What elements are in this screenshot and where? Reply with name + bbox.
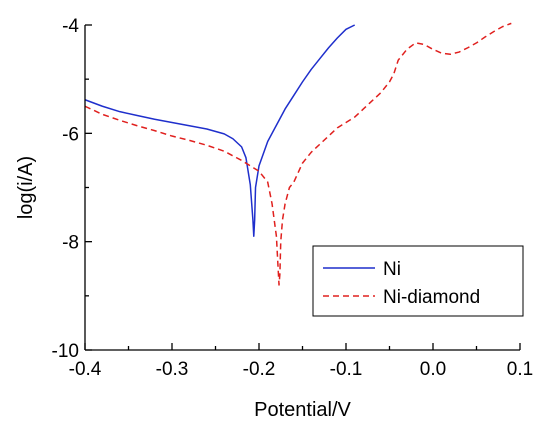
series-line-ni-diamond — [84, 22, 512, 286]
x-tick-label: -0.1 — [330, 359, 363, 380]
axes — [84, 24, 521, 351]
x-tick-label: 0.1 — [507, 359, 533, 380]
legend: Ni Ni-diamond — [312, 245, 524, 317]
y-tick-label: -10 — [52, 341, 79, 362]
x-tick-label: -0.2 — [243, 359, 276, 380]
series-line-ni — [84, 24, 356, 237]
x-tick-label: -0.3 — [156, 359, 189, 380]
plot-area — [84, 22, 512, 286]
y-tick-label: -8 — [62, 233, 79, 254]
legend-box — [312, 245, 524, 317]
x-tick-label: 0.0 — [420, 359, 446, 380]
y-tick-label: -4 — [62, 16, 79, 37]
legend-label-ni-diamond: Ni-diamond — [383, 287, 480, 308]
x-tick-label: -0.4 — [69, 359, 102, 380]
tick-labels: -0.4 -0.3 -0.2 -0.1 0.0 0.1 -10 -8 -6 -4 — [52, 16, 534, 380]
y-tick-label: -6 — [62, 124, 79, 145]
y-axis-title: log(i/A) — [15, 156, 37, 219]
legend-label-ni: Ni — [383, 259, 401, 280]
x-axis-title: Potential/V — [254, 399, 351, 421]
